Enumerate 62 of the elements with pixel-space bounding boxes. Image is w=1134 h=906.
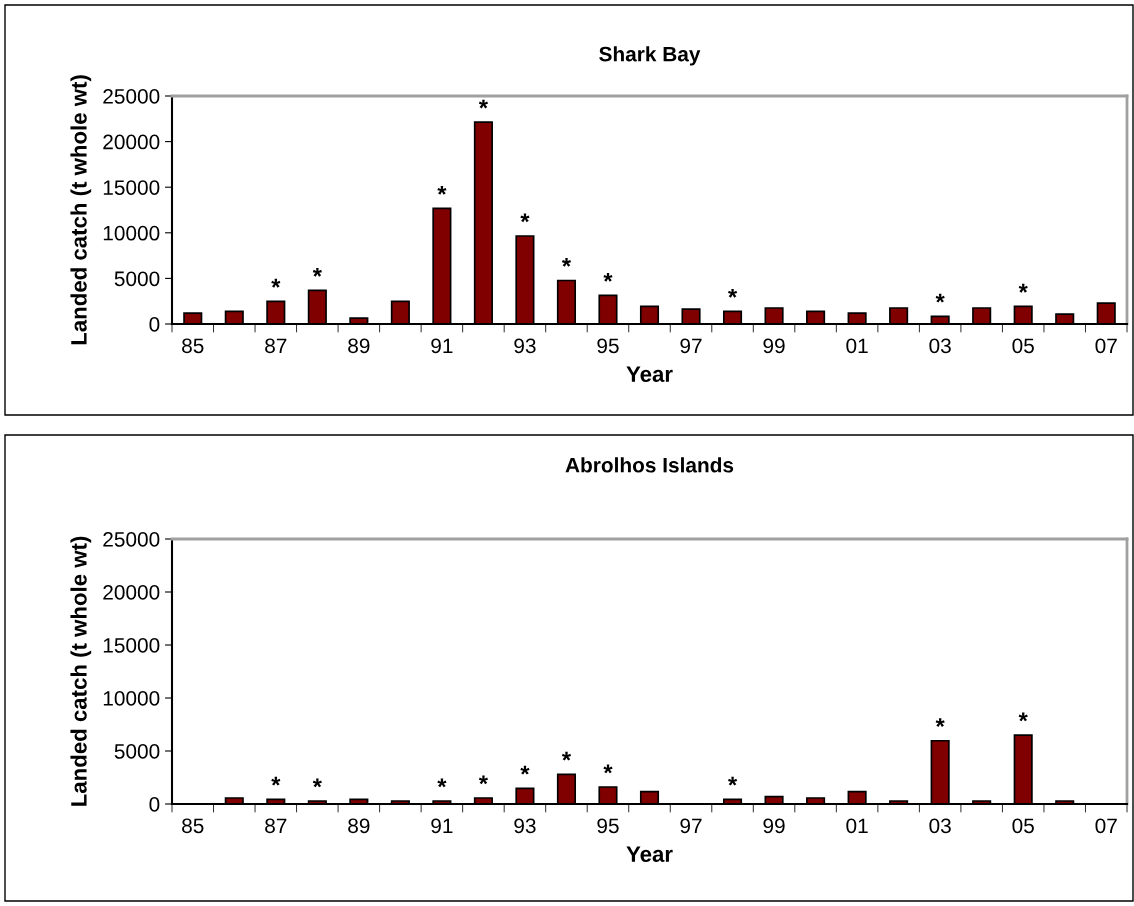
x-tick-label: 01 [846, 338, 868, 354]
x-tick-label: 87 [265, 338, 287, 354]
x-tick-label: 05 [1012, 338, 1034, 354]
data-label: * [312, 267, 322, 277]
x-tick-label: 95 [597, 818, 619, 834]
data-label: * [478, 775, 488, 785]
y-tick-label: 5000 [114, 744, 160, 759]
x-axis-title: Year [626, 846, 673, 862]
x-tick-label: 03 [929, 338, 951, 354]
chart-title: Abrolhos Islands [565, 457, 734, 473]
data-label: * [728, 776, 738, 786]
y-tick-label: 5000 [114, 271, 160, 287]
x-tick-label: 93 [514, 818, 536, 834]
data-label: * [520, 765, 530, 775]
x-tick-label: 85 [182, 818, 204, 834]
x-tick-label: 07 [1095, 338, 1117, 354]
y-tick-label: 15000 [103, 180, 160, 195]
data-label: * [728, 288, 738, 298]
x-tick-label: 89 [348, 818, 370, 834]
y-tick-label: 20000 [103, 134, 160, 150]
data-label: * [935, 718, 945, 727]
y-tick-label: 10000 [103, 225, 160, 241]
x-tick-label: 85 [182, 338, 204, 354]
data-label: * [520, 213, 530, 223]
x-tick-label: 91 [431, 818, 453, 834]
data-label: * [561, 257, 572, 267]
x-tick-label: 99 [763, 338, 785, 354]
x-tick-label: 93 [514, 338, 536, 354]
y-tick-label: 10000 [103, 691, 160, 706]
y-tick-label: 20000 [103, 585, 160, 600]
y-tick-label: 0 [149, 797, 160, 812]
data-label: * [603, 764, 613, 774]
data-label: * [312, 778, 322, 788]
chart-title: Shark Bay [599, 46, 701, 66]
data-label: * [603, 272, 613, 282]
x-tick-label: 03 [929, 818, 951, 834]
x-tick-label: 97 [680, 338, 702, 354]
data-label: * [1018, 283, 1028, 293]
y-tick-label: 25000 [103, 532, 160, 547]
x-tick-label: 87 [265, 818, 287, 834]
data-label: * [271, 776, 281, 786]
x-axis-title: Year [626, 366, 673, 382]
y-tick-label: 15000 [103, 638, 160, 653]
x-tick-label: 99 [763, 818, 785, 834]
x-tick-label: 97 [680, 818, 702, 834]
y-axis-title: Landed catch (t whole wt) [70, 75, 92, 345]
y-tick-label: 0 [149, 317, 160, 332]
y-tick-label: 25000 [103, 89, 160, 104]
y-axis-title: Landed catch (t whole wt) [70, 536, 92, 806]
x-tick-label: 95 [597, 338, 619, 354]
data-label: * [437, 778, 447, 788]
data-label: * [478, 99, 488, 109]
x-tick-label: 05 [1012, 818, 1034, 834]
data-label: * [1018, 712, 1028, 722]
data-label: * [561, 751, 572, 761]
x-tick-label: 89 [348, 338, 370, 354]
x-tick-label: 07 [1095, 818, 1117, 834]
x-tick-label: 91 [431, 338, 453, 354]
data-label: * [271, 278, 281, 288]
data-label: * [437, 185, 447, 195]
x-tick-label: 01 [846, 818, 868, 834]
data-label: * [935, 293, 945, 303]
